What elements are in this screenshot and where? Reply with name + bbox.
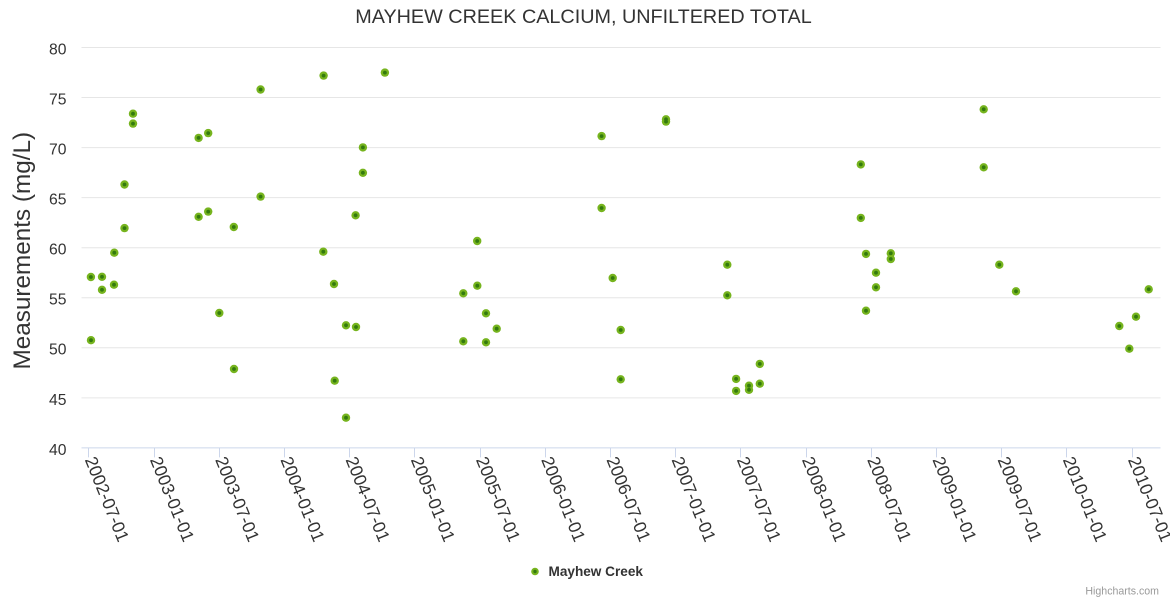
svg-text:80: 80 [49,41,67,58]
svg-text:75: 75 [49,91,67,108]
svg-text:60: 60 [49,242,67,259]
svg-text:Highcharts.com: Highcharts.com [1085,586,1159,598]
svg-text:40: 40 [49,442,67,459]
svg-text:50: 50 [49,342,67,359]
svg-text:65: 65 [49,192,67,209]
svg-text:Measurements (mg/L): Measurements (mg/L) [9,132,36,370]
svg-text:MAYHEW CREEK CALCIUM, UNFILTER: MAYHEW CREEK CALCIUM, UNFILTERED TOTAL [355,6,812,28]
svg-text:45: 45 [49,392,67,409]
svg-text:55: 55 [49,292,67,309]
svg-text:Mayhew Creek: Mayhew Creek [549,564,644,579]
svg-text:70: 70 [49,142,67,159]
